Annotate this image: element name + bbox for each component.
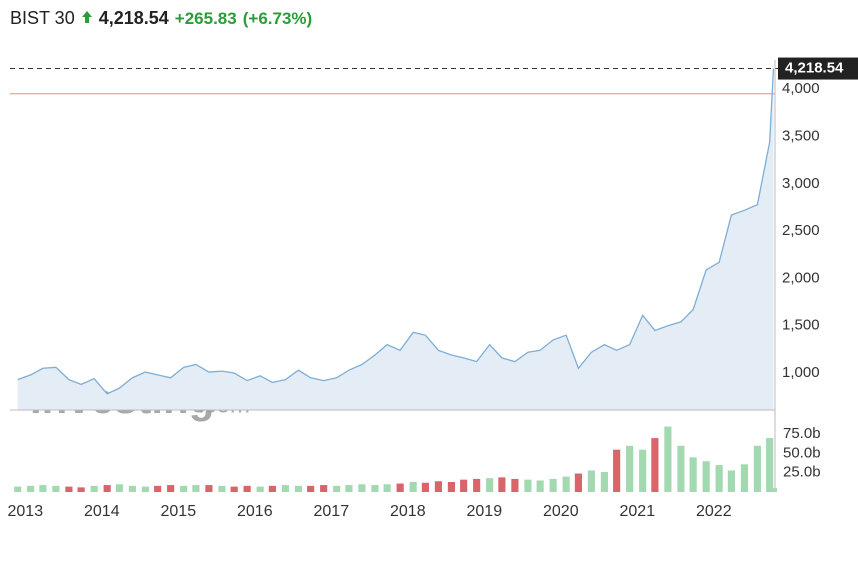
- volume-bar: [677, 445, 685, 492]
- volume-bar: [307, 485, 315, 492]
- volume-bar: [115, 484, 123, 492]
- volume-bar: [626, 445, 634, 492]
- volume-bar: [192, 485, 200, 492]
- volume-bar: [613, 449, 621, 492]
- volume-bar: [727, 470, 735, 492]
- x-tick-label: 2018: [390, 503, 426, 520]
- volume-bar: [587, 470, 595, 492]
- volume-bar: [371, 485, 379, 492]
- volume-bar: [396, 483, 404, 492]
- y-tick-label: 2,000: [782, 269, 820, 286]
- volume-bar: [574, 473, 582, 492]
- volume-bar: [345, 485, 353, 492]
- price-area: [17, 68, 774, 410]
- volume-bar: [243, 485, 251, 492]
- volume-bar: [753, 445, 761, 492]
- volume-bar: [766, 438, 774, 492]
- y-tick-label: 3,500: [782, 127, 820, 144]
- x-tick-label: 2020: [543, 503, 579, 520]
- y-tick-label: 1,500: [782, 317, 820, 334]
- volume-bar: [205, 485, 213, 492]
- price-line: [17, 68, 775, 395]
- volume-tick-label: 50.0b: [783, 444, 821, 461]
- change-pct: (+6.73%): [242, 9, 313, 28]
- volume-bar: [128, 485, 136, 492]
- volume-bar: [14, 486, 22, 492]
- x-tick-label: 2013: [8, 503, 44, 520]
- volume-bar: [333, 485, 341, 492]
- y-tick-label: 2,500: [782, 222, 820, 239]
- volume-bar: [409, 481, 417, 492]
- volume-bar: [447, 481, 455, 492]
- volume-bar: [77, 487, 85, 492]
- up-arrow: [81, 11, 92, 23]
- volume-bar: [27, 485, 35, 492]
- x-tick-label: 2017: [314, 503, 350, 520]
- volume-bar: [90, 485, 98, 492]
- volume-bar: [39, 485, 47, 492]
- volume-bar: [511, 478, 519, 492]
- volume-bar: [740, 464, 748, 492]
- volume-bar: [154, 485, 162, 492]
- volume-bar: [524, 479, 532, 492]
- volume-tick-label: 75.0b: [783, 425, 821, 442]
- volume-bar: [65, 486, 73, 492]
- volume-bar: [141, 486, 149, 492]
- header: BIST 30 4,218.54 +265.83 (+6.73%): [10, 8, 312, 29]
- x-tick-label: 2021: [620, 503, 656, 520]
- volume-bar: [689, 457, 697, 492]
- volume-bar: [639, 449, 647, 492]
- volume-bar: [715, 465, 723, 492]
- volume-bar: [434, 481, 442, 492]
- price: 4,218.54: [98, 8, 169, 28]
- volume-bar: [702, 461, 710, 492]
- x-tick-label: 2022: [696, 503, 732, 520]
- volume-bar: [320, 485, 328, 492]
- volume-bar: [486, 478, 494, 492]
- volume-bar: [230, 486, 238, 492]
- volume-bar: [498, 477, 506, 492]
- volume-bar: [103, 485, 111, 492]
- y-tick-label: 3,000: [782, 175, 820, 192]
- y-tick-label: 4,000: [782, 80, 820, 97]
- x-tick-label: 2019: [467, 503, 503, 520]
- volume-bar: [600, 471, 608, 492]
- x-tick-label: 2014: [84, 503, 120, 520]
- volume-bar: [473, 478, 481, 492]
- volume-bar: [268, 485, 276, 492]
- volume-bar: [664, 426, 672, 492]
- volume-bar: [281, 485, 289, 492]
- volume-bar: [562, 476, 570, 492]
- volume-bar: [536, 480, 544, 492]
- last-price-box: [778, 57, 858, 80]
- volume-bar: [651, 438, 659, 492]
- volume-bar: [167, 485, 175, 492]
- change: +265.83: [174, 9, 237, 28]
- volume-bar: [294, 485, 302, 492]
- volume-bar: [218, 485, 226, 492]
- x-tick-label: 2016: [237, 503, 273, 520]
- y-tick-label: 1,000: [782, 364, 820, 381]
- x-tick-label: 2015: [161, 503, 197, 520]
- last-price-label: 4,218.54: [785, 60, 844, 77]
- volume-bar: [460, 479, 468, 492]
- volume-bar: [383, 484, 391, 492]
- volume-bar: [180, 485, 188, 492]
- index-name: BIST 30: [10, 8, 75, 28]
- volume-bar: [421, 482, 429, 492]
- volume-bar: [358, 484, 366, 492]
- volume-bar: [256, 486, 264, 492]
- volume-bar: [769, 488, 778, 492]
- volume-bar: [549, 478, 557, 492]
- volume-bar: [52, 485, 60, 492]
- volume-tick-label: 25.0b: [783, 464, 821, 481]
